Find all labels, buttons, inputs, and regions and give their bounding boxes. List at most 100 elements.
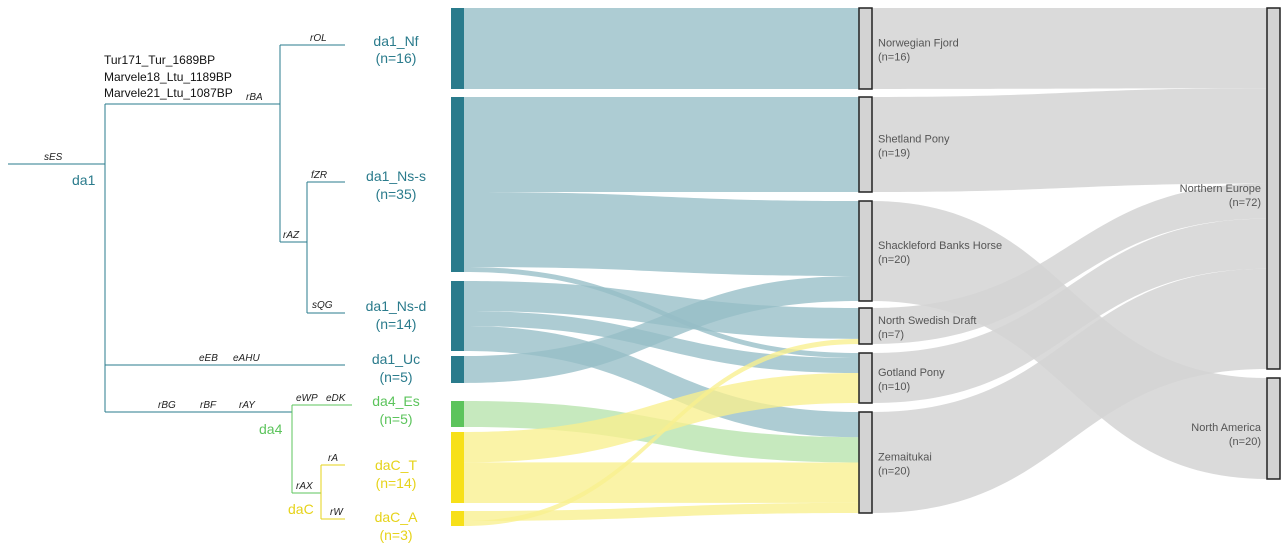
breed-node	[858, 307, 873, 345]
svg-text:(n=14): (n=14)	[376, 316, 417, 332]
breed-count: (n=16)	[878, 52, 910, 64]
breed-label: Shetland Pony (n=19)	[878, 134, 950, 160]
flow-link	[464, 276, 859, 383]
group-label: da1_Ns-s (n=35)	[366, 168, 426, 202]
group-label: daC_A (n=3)	[375, 509, 418, 543]
flow-link	[464, 338, 859, 526]
clade-labels: da1 da4 daC	[72, 172, 314, 517]
breed-node	[858, 7, 873, 90]
breed-name: Gotland Pony	[878, 367, 945, 379]
clade-label-daC: daC	[288, 501, 314, 517]
ancient-sample-list: Tur171_Tur_1689BP Marvele18_Ltu_1189BP M…	[104, 53, 233, 100]
branch-label-eEB: eEB	[199, 353, 218, 364]
breed-name: Zemaitukai	[878, 452, 932, 464]
region-name: Northern Europe	[1180, 183, 1261, 195]
branch-label-eDK: eDK	[326, 393, 347, 404]
svg-text:da1_Uc: da1_Uc	[372, 351, 420, 367]
svg-text:da4_Es: da4_Es	[372, 393, 419, 409]
breed-to-region-flows	[872, 8, 1267, 513]
group-node	[451, 511, 464, 526]
svg-text:da1_Nf: da1_Nf	[373, 33, 418, 49]
breed-name: Norwegian Fjord	[878, 38, 959, 50]
group-labels: da1_Nf (n=16) da1_Ns-s (n=35) da1_Ns-d (…	[366, 33, 427, 543]
breed-node	[858, 352, 873, 404]
svg-text:daC_T: daC_T	[375, 457, 417, 473]
branch-label-sQG: sQG	[312, 300, 333, 311]
branch-label-rBG: rBG	[158, 400, 176, 411]
region-label: Northern Europe (n=72)	[1180, 183, 1261, 209]
breed-label: Norwegian Fjord (n=16)	[878, 38, 959, 64]
flow-link	[464, 192, 859, 276]
clade-label-da1: da1	[72, 172, 96, 188]
branch-label-rAY: rAY	[239, 400, 256, 411]
flow-link	[464, 502, 859, 521]
breed-name: North Swedish Draft	[878, 315, 976, 327]
breed-node	[858, 411, 873, 514]
group-nodes	[451, 8, 464, 526]
flow-link	[872, 88, 1267, 192]
branch-label-rAZ: rAZ	[283, 230, 300, 241]
region-count: (n=72)	[1229, 197, 1261, 209]
group-label: da1_Nf (n=16)	[373, 33, 418, 66]
breed-count: (n=20)	[878, 254, 910, 266]
flow-link	[464, 97, 859, 192]
group-label: da4_Es (n=5)	[372, 393, 419, 427]
region-nodes	[1266, 7, 1281, 480]
breed-label: Zemaitukai (n=20)	[878, 452, 932, 478]
branch-label-rOL: rOL	[310, 33, 327, 44]
group-to-breed-flows	[464, 8, 859, 526]
region-node	[1266, 7, 1281, 370]
group-node	[451, 8, 464, 89]
breed-count: (n=7)	[878, 329, 904, 341]
clade-label-da4: da4	[259, 421, 283, 437]
region-node	[1266, 377, 1281, 480]
breed-node	[858, 96, 873, 193]
flow-link	[872, 8, 1267, 89]
breed-label: Shackleford Banks Horse (n=20)	[878, 240, 1002, 266]
group-node	[451, 356, 464, 383]
svg-text:(n=16): (n=16)	[376, 50, 417, 66]
group-node	[451, 97, 464, 272]
group-label: daC_T (n=14)	[375, 457, 417, 491]
branch-labels: sES rOL rBA fZR rAZ sQG eEB eAHU rBG rBF…	[44, 33, 347, 518]
svg-text:(n=5): (n=5)	[379, 369, 412, 385]
breed-node	[858, 200, 873, 302]
svg-text:(n=14): (n=14)	[376, 475, 417, 491]
group-node	[451, 401, 464, 427]
breed-count: (n=10)	[878, 381, 910, 393]
ancient-sample: Marvele21_Ltu_1087BP	[104, 86, 233, 100]
ancient-sample: Marvele18_Ltu_1189BP	[104, 70, 232, 84]
region-name: North America	[1191, 422, 1262, 434]
svg-text:da1_Ns-d: da1_Ns-d	[366, 298, 427, 314]
flow-link	[464, 8, 859, 89]
ancient-sample: Tur171_Tur_1689BP	[104, 53, 215, 67]
svg-text:(n=3): (n=3)	[379, 527, 412, 543]
breed-count: (n=19)	[878, 148, 910, 160]
svg-text:da1_Ns-s: da1_Ns-s	[366, 168, 426, 184]
flow-link	[872, 218, 1267, 403]
branch-label-rAX: rAX	[296, 481, 313, 492]
breed-labels: Norwegian Fjord (n=16) Shetland Pony (n=19)…	[878, 38, 1002, 478]
breed-count: (n=20)	[878, 466, 910, 478]
branch-label-eAHU: eAHU	[233, 353, 260, 364]
region-count: (n=20)	[1229, 436, 1261, 448]
branch-label-sES: sES	[44, 152, 63, 163]
flow-link	[464, 373, 859, 463]
branch-label-eWP: eWP	[296, 393, 318, 404]
flow-link	[464, 281, 859, 339]
branch-label-rBA: rBA	[246, 92, 263, 103]
flow-link	[872, 183, 1267, 344]
group-node	[451, 281, 464, 351]
breed-label: North Swedish Draft (n=7)	[878, 315, 976, 341]
phylogenetic-tree	[8, 44, 352, 520]
branch-label-rBF: rBF	[200, 400, 217, 411]
branch-label-rA: rA	[328, 453, 338, 464]
group-label: da1_Ns-d (n=14)	[366, 298, 427, 332]
flow-link	[464, 462, 859, 503]
breed-label: Gotland Pony (n=10)	[878, 367, 945, 393]
group-node	[451, 432, 464, 503]
branch-label-fZR: fZR	[311, 170, 327, 181]
svg-text:(n=35): (n=35)	[376, 186, 417, 202]
region-labels: Northern Europe (n=72) North America (n=20)	[1180, 183, 1262, 448]
